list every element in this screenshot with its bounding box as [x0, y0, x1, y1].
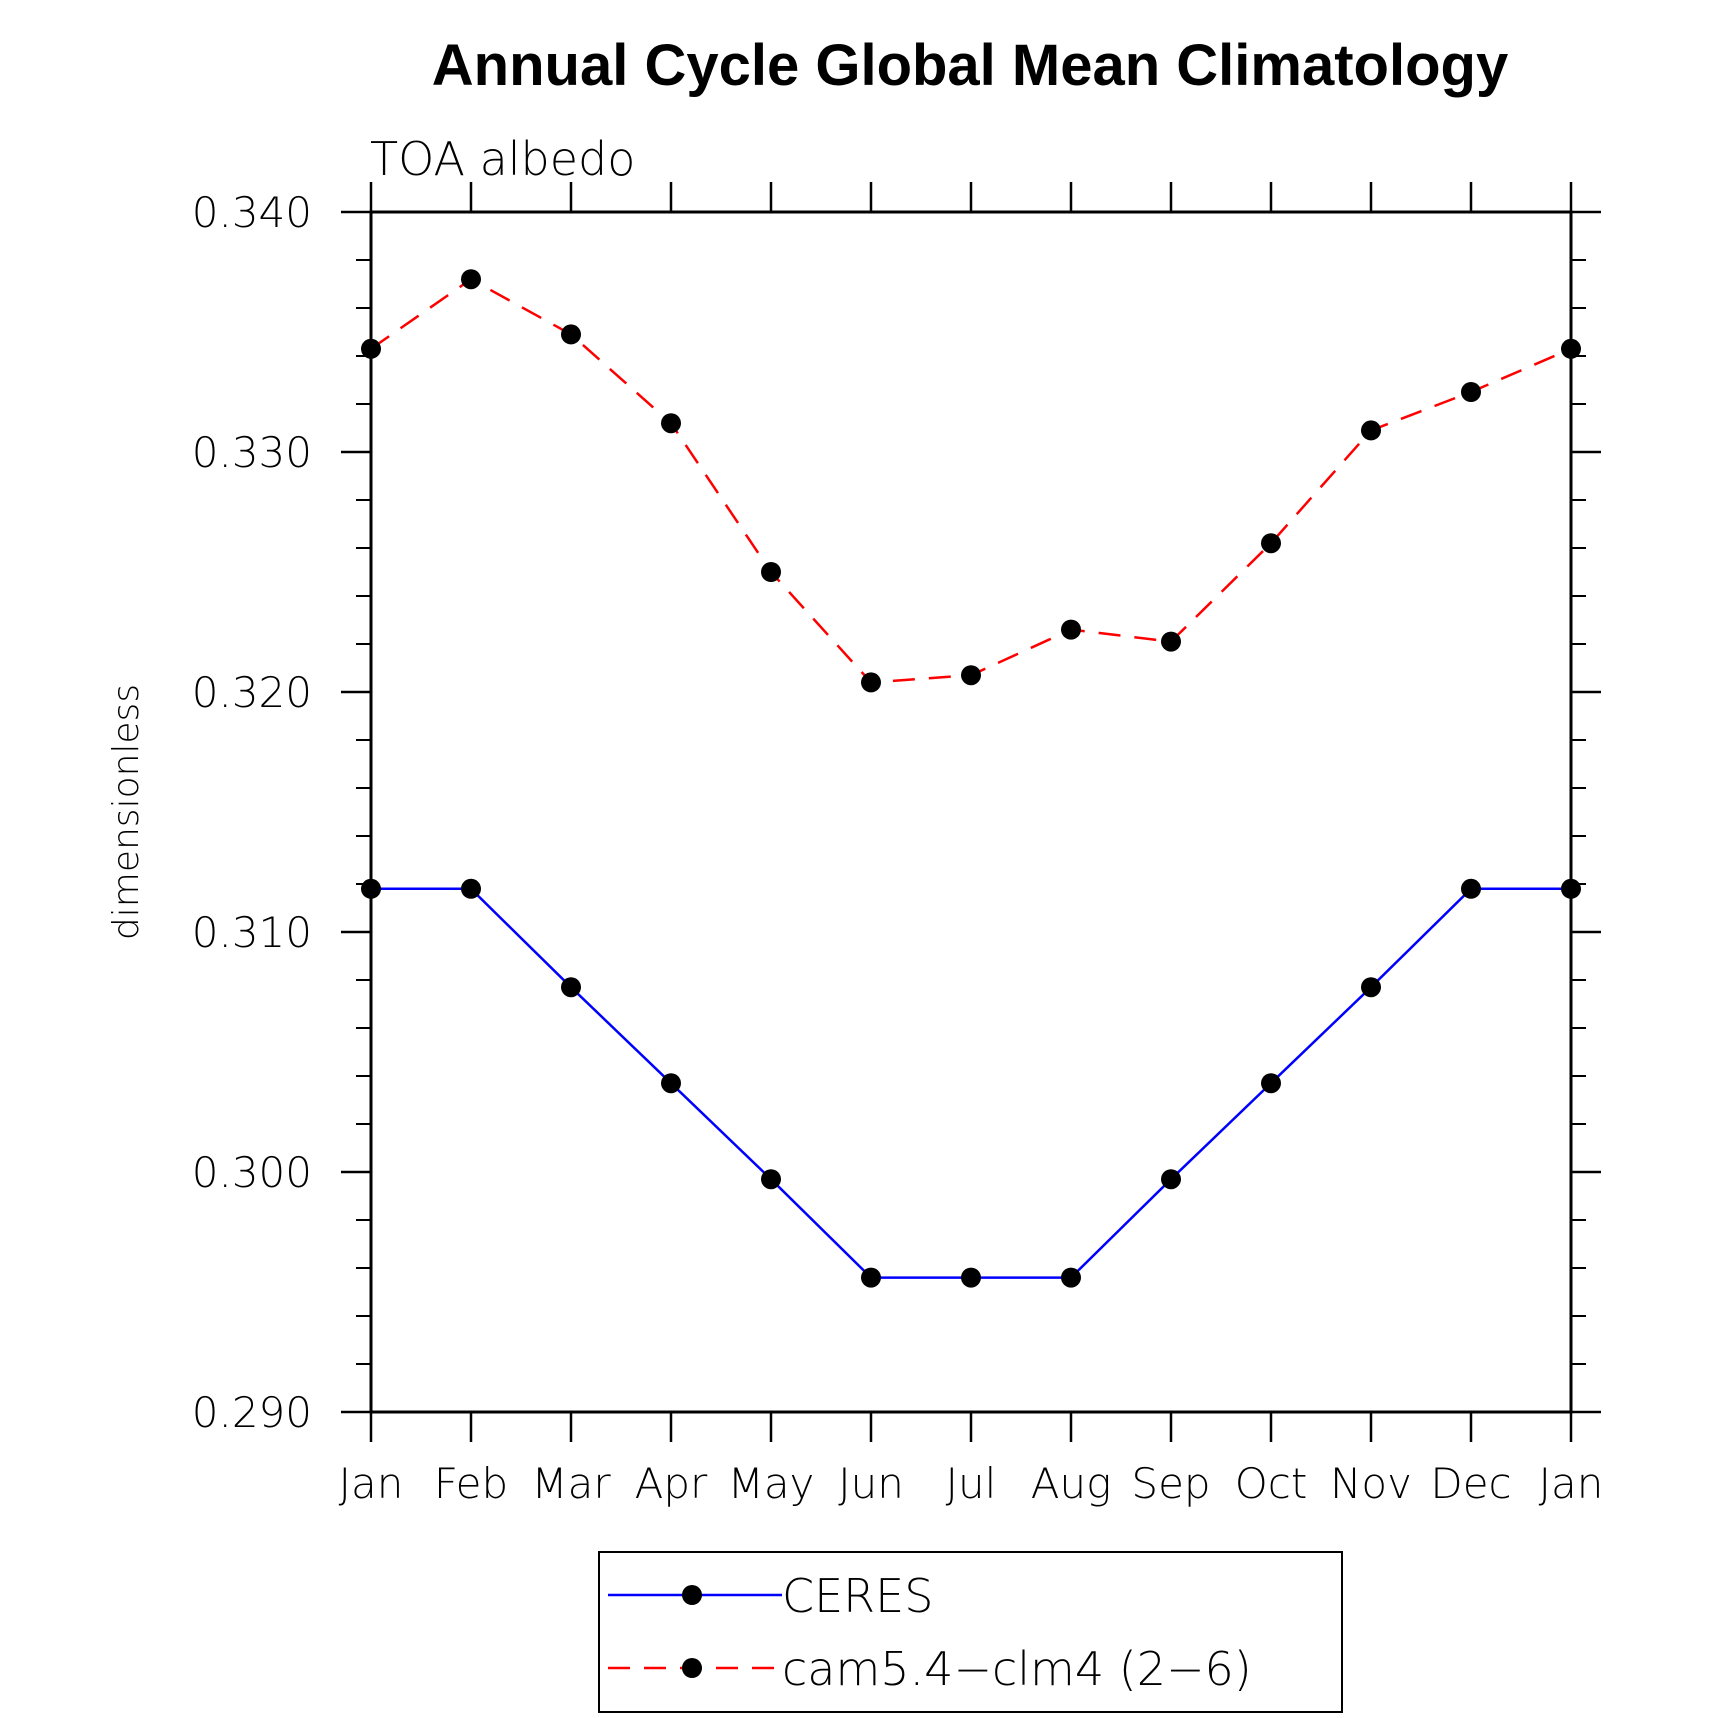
- data-point: [1061, 1267, 1081, 1288]
- axis-ticks: [341, 182, 1601, 1442]
- legend: CERES cam5.4−clm4 (2−6): [598, 1551, 1343, 1713]
- data-point: [1361, 977, 1381, 998]
- chart-title: Annual Cycle Global Mean Climatology: [432, 33, 1508, 98]
- x-tick-label: Apr: [635, 1459, 708, 1508]
- data-point: [461, 269, 481, 290]
- series-line: [370, 277, 1572, 684]
- x-tick-label: May: [728, 1459, 815, 1508]
- data-point: [661, 413, 681, 434]
- series-ceres: [361, 878, 1581, 1288]
- data-point: [361, 878, 381, 899]
- y-tick-label: 0.310: [192, 908, 312, 957]
- data-point: [1461, 878, 1481, 899]
- series-layer: [361, 269, 1581, 1288]
- x-tick-labels: Jan Feb Mar Apr May Jun Jul Aug Sep Oct Nov Dec Jan: [339, 1459, 1604, 1508]
- data-point: [961, 1267, 981, 1288]
- y-tick-label: 0.340: [192, 188, 312, 237]
- x-tick-label: Dec: [1430, 1459, 1511, 1508]
- data-point: [661, 1073, 681, 1094]
- plot-frame: [369, 210, 1573, 1414]
- data-point: [961, 665, 981, 686]
- y-tick-labels: 0.290 0.300 0.310 0.320 0.330 0.340: [192, 188, 312, 1437]
- y-tick-label: 0.320: [192, 668, 312, 717]
- data-point: [1561, 338, 1581, 359]
- series-line: [371, 887, 1571, 1279]
- y-tick-label: 0.300: [192, 1148, 312, 1197]
- x-tick-label: Mar: [531, 1459, 611, 1508]
- data-point: [1261, 1073, 1281, 1094]
- x-tick-label: Jun: [838, 1459, 904, 1508]
- data-point: [1061, 619, 1081, 640]
- legend-ceres-marker: [682, 1585, 702, 1605]
- series-model: [361, 269, 1581, 693]
- x-tick-label: Feb: [434, 1459, 508, 1508]
- chart-subtitle: TOA albedo: [370, 132, 635, 186]
- data-point: [1161, 631, 1181, 652]
- data-point: [561, 324, 581, 345]
- data-point: [861, 672, 881, 693]
- y-axis-label: dimensionless: [106, 684, 147, 940]
- x-tick-label: Aug: [1031, 1459, 1112, 1508]
- legend-ceres-label: CERES: [782, 1569, 933, 1623]
- x-tick-label: Jul: [946, 1459, 997, 1508]
- x-tick-label: Sep: [1131, 1459, 1210, 1508]
- legend-model-marker: [682, 1658, 702, 1678]
- data-point: [361, 338, 381, 359]
- legend-box: [598, 1551, 1343, 1713]
- y-tick-label: 0.290: [192, 1388, 312, 1437]
- data-point: [761, 562, 781, 582]
- x-tick-label: Nov: [1330, 1459, 1412, 1508]
- y-tick-label: 0.330: [192, 428, 312, 477]
- data-point: [1461, 382, 1481, 402]
- legend-model-label: cam5.4−clm4 (2−6): [782, 1642, 1252, 1696]
- data-point: [1561, 878, 1581, 899]
- data-point: [861, 1267, 881, 1288]
- data-point: [461, 878, 481, 899]
- data-point: [1261, 533, 1281, 554]
- data-point: [761, 1169, 781, 1190]
- x-tick-label: Jan: [1539, 1459, 1604, 1508]
- data-point: [561, 977, 581, 998]
- data-point: [1161, 1169, 1181, 1190]
- x-tick-label: Jan: [339, 1459, 404, 1508]
- data-point: [1361, 420, 1381, 441]
- x-tick-label: Oct: [1235, 1459, 1308, 1508]
